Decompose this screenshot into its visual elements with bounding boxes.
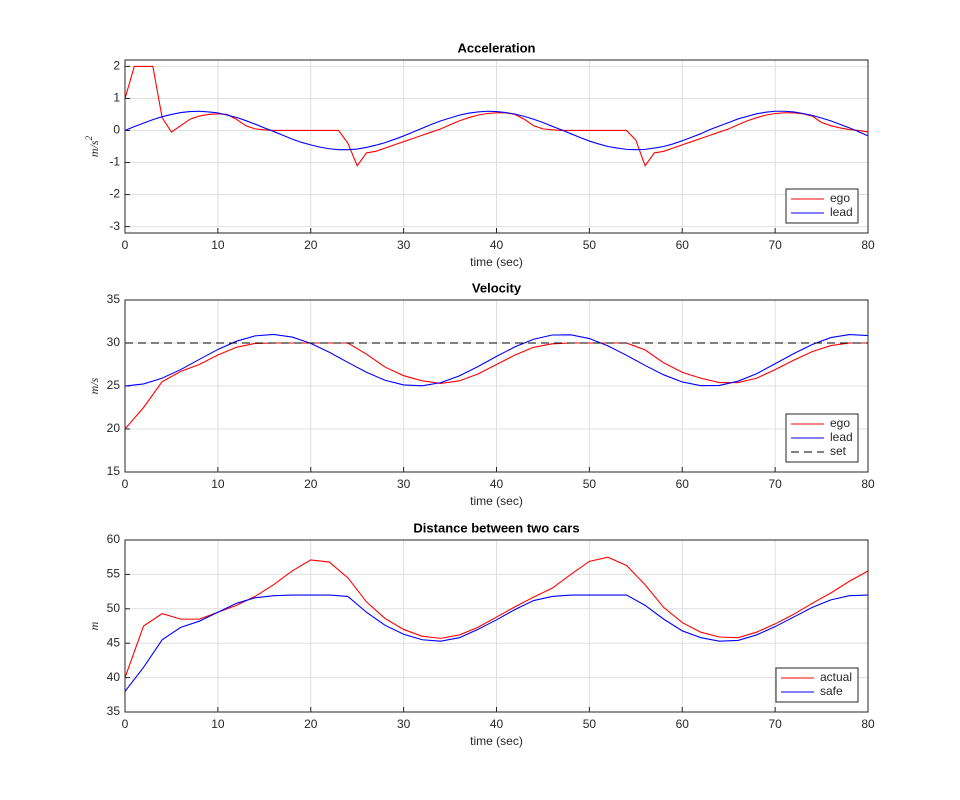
y-tick-label: 25 (107, 378, 121, 392)
series-line (124, 110, 869, 151)
legend-label: safe (820, 684, 843, 698)
x-tick-label: 10 (211, 477, 225, 491)
x-tick-label: 80 (861, 477, 875, 491)
x-tick-label: 60 (676, 477, 690, 491)
axes: 0 10 20 30 40 50 60 70 80 35 40 45 50 55 60 Distance be… (87, 520, 875, 748)
x-tick-label: 20 (304, 477, 318, 491)
x-tick-label: 40 (490, 717, 504, 731)
y-axis-label: m/s2 (84, 135, 101, 157)
y-tick-label: 45 (107, 635, 121, 649)
y-tick-label: 50 (107, 601, 121, 615)
x-tick-label: 10 (211, 717, 225, 731)
legend-label: ego (830, 416, 850, 430)
series-line (124, 65, 869, 167)
legend-label: set (830, 444, 847, 458)
series-line (124, 333, 869, 387)
x-tick-label: 50 (583, 717, 597, 731)
x-tick-label: 50 (583, 238, 597, 252)
y-tick-label: 60 (107, 532, 121, 546)
y-tick-label: 2 (113, 59, 120, 73)
y-tick-label: 20 (107, 421, 121, 435)
y-axis-label: m/s (87, 377, 101, 394)
y-tick-label: 1 (113, 91, 120, 105)
x-tick-label: 20 (304, 717, 318, 731)
legend-label: lead (830, 205, 853, 219)
x-tick-label: 40 (490, 477, 504, 491)
x-tick-label: 20 (304, 238, 318, 252)
y-tick-label: -1 (109, 155, 120, 169)
x-tick-label: 80 (861, 238, 875, 252)
axes-box (124, 59, 869, 234)
x-axis-label: time (sec) (470, 255, 523, 269)
legend-label: lead (830, 430, 853, 444)
y-tick-label: 35 (107, 704, 121, 718)
x-tick-label: 80 (861, 717, 875, 731)
y-tick-label: -2 (109, 187, 120, 201)
x-axis-label: time (sec) (470, 734, 523, 748)
axes: 0 10 20 30 40 50 60 70 80 15 20 25 30 35 Velocity time … (87, 280, 875, 508)
x-tick-label: 0 (122, 477, 129, 491)
axes-box (124, 539, 869, 713)
y-axis-label: m (87, 621, 101, 630)
legend-label: ego (830, 191, 850, 205)
y-axis-label-base: m/s (87, 377, 101, 394)
y-tick-label: 40 (107, 670, 121, 684)
x-tick-label: 30 (397, 477, 411, 491)
x-tick-label: 40 (490, 238, 504, 252)
legend-box (775, 667, 859, 703)
legend-box (785, 188, 859, 224)
x-tick-label: 60 (676, 238, 690, 252)
chart-title: Velocity (472, 280, 522, 295)
x-tick-label: 70 (768, 238, 782, 252)
x-tick-label: 30 (397, 238, 411, 252)
y-tick-label: 30 (107, 335, 121, 349)
x-tick-label: 0 (122, 717, 129, 731)
y-tick-label: 0 (113, 123, 120, 137)
x-tick-label: 30 (397, 717, 411, 731)
axes-box (124, 299, 869, 473)
y-tick-label: -3 (109, 219, 120, 233)
x-tick-label: 0 (122, 238, 129, 252)
x-tick-label: 50 (583, 477, 597, 491)
y-tick-label: 55 (107, 567, 121, 581)
x-tick-label: 70 (768, 717, 782, 731)
legend-label: actual (820, 670, 852, 684)
x-axis-label: time (sec) (470, 494, 523, 508)
y-axis-label-base: m/s (87, 140, 101, 157)
y-tick-label: 15 (107, 464, 121, 478)
x-tick-label: 60 (676, 717, 690, 731)
x-tick-label: 10 (211, 238, 225, 252)
chart-title: Acceleration (457, 40, 535, 55)
series-line (124, 342, 868, 430)
series-line (124, 594, 869, 692)
y-axis-label-base: m (87, 621, 101, 630)
y-axis-label-exponent: 2 (84, 135, 94, 140)
axes: 0 10 20 30 40 50 60 70 80 -3 -2 -1 0 1 2 Acceleration ti… (84, 40, 875, 269)
chart-title: Distance between two cars (413, 520, 579, 535)
y-tick-label: 35 (107, 292, 121, 306)
x-tick-label: 70 (768, 477, 782, 491)
